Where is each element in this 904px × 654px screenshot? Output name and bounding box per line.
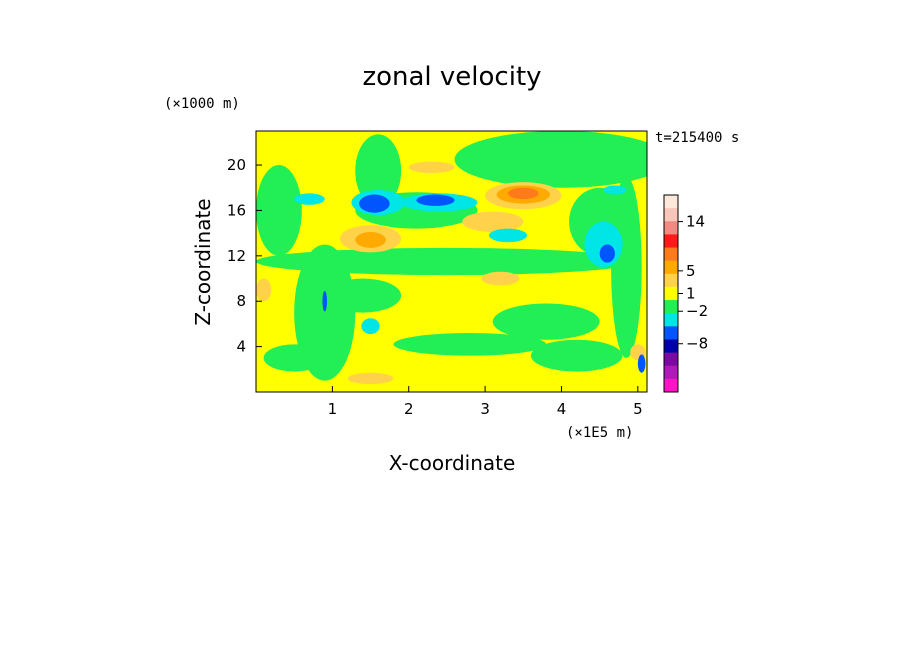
colorbar-band-10	[664, 326, 678, 340]
contour-region-cyan-28	[488, 228, 528, 243]
colorbar-band-6	[664, 273, 678, 288]
colorbar-labels: 14 5 1−2 −8	[678, 213, 708, 353]
colorbar-band-5	[664, 260, 678, 275]
contour-region-orange-18	[347, 372, 394, 385]
colorbar-band-8	[664, 300, 678, 314]
y-tick-label-12: 12	[227, 247, 246, 265]
y-axis-ticks: 4 8 12 16 20	[227, 156, 262, 356]
contour-region-green-12	[324, 278, 402, 313]
x-axis-ticks: 1 2 3 4 5	[328, 386, 643, 418]
y-axis-label: Z-coordinate	[191, 198, 215, 325]
colorbar-band-11	[664, 339, 678, 354]
x-tick-label-2: 2	[404, 400, 414, 418]
contour-region-orange2-22	[355, 231, 386, 248]
colorbar-label-5: 5	[686, 262, 696, 280]
colorbar	[663, 194, 679, 393]
plot-frame	[255, 130, 648, 393]
x-axis-label: X-coordinate	[389, 451, 516, 475]
y-tick-label-20: 20	[227, 156, 246, 174]
contour-region-green-6	[393, 332, 547, 356]
y-tick-label-8: 8	[236, 292, 246, 310]
y-axis-unit: (×1000 m)	[164, 96, 240, 112]
contour-region-orange-17	[481, 271, 520, 286]
y-tick-label-4: 4	[236, 338, 246, 356]
contour-region-orange-15	[462, 211, 524, 232]
colorbar-band-13	[664, 365, 678, 380]
time-label: t=215400 s	[655, 130, 739, 146]
contour-region-green-7	[530, 339, 623, 372]
contour-region-green-11	[263, 344, 325, 372]
contour-region-cyan-29	[294, 193, 325, 205]
colorbar-band-1	[664, 208, 678, 222]
colorbar-band-4	[664, 247, 678, 262]
colorbar-band-12	[664, 352, 678, 367]
colorbar-label--8: −8	[686, 335, 708, 353]
contour-region-blue-33	[599, 244, 615, 263]
plot-area	[255, 130, 648, 393]
contour-region-green-2	[454, 131, 647, 188]
colorbar-label-14: 14	[686, 213, 705, 231]
contour-region-blue-32	[416, 194, 455, 206]
y-tick-label-16: 16	[227, 201, 246, 219]
contour-region-green-3	[355, 134, 402, 208]
colorbar-band-9	[664, 313, 678, 327]
contour-region-green-10	[256, 165, 302, 256]
contour-region-green-5	[492, 303, 600, 340]
colorbar-label-1: 1	[686, 285, 696, 303]
contour-region-blue-31	[359, 194, 390, 213]
contour-region-cyan-30	[603, 185, 627, 195]
x-tick-label-3: 3	[480, 400, 490, 418]
x-tick-label-4: 4	[557, 400, 567, 418]
contour-region-blue-34	[322, 291, 328, 312]
x-tick-label-1: 1	[328, 400, 338, 418]
contour-region-green-0	[256, 247, 638, 276]
contour-region-orange-19	[256, 278, 272, 302]
contour-region-orange-16	[408, 161, 455, 173]
contour-region-cyan-27	[361, 318, 380, 335]
contour-region-orange3-23	[508, 187, 539, 200]
colorbar-band-3	[664, 234, 678, 249]
contour-regions	[256, 131, 647, 385]
colorbar-band-2	[664, 221, 678, 235]
x-tick-label-5: 5	[633, 400, 643, 418]
contour-region-blue-35	[637, 354, 646, 373]
colorbar-band-7	[664, 286, 678, 301]
colorbar-label--2: −2	[686, 302, 708, 320]
colorbar-band-0	[664, 195, 678, 209]
x-axis-unit: (×1E5 m)	[566, 425, 633, 441]
chart-title: zonal velocity	[362, 62, 541, 92]
colorbar-band-14	[664, 378, 678, 393]
